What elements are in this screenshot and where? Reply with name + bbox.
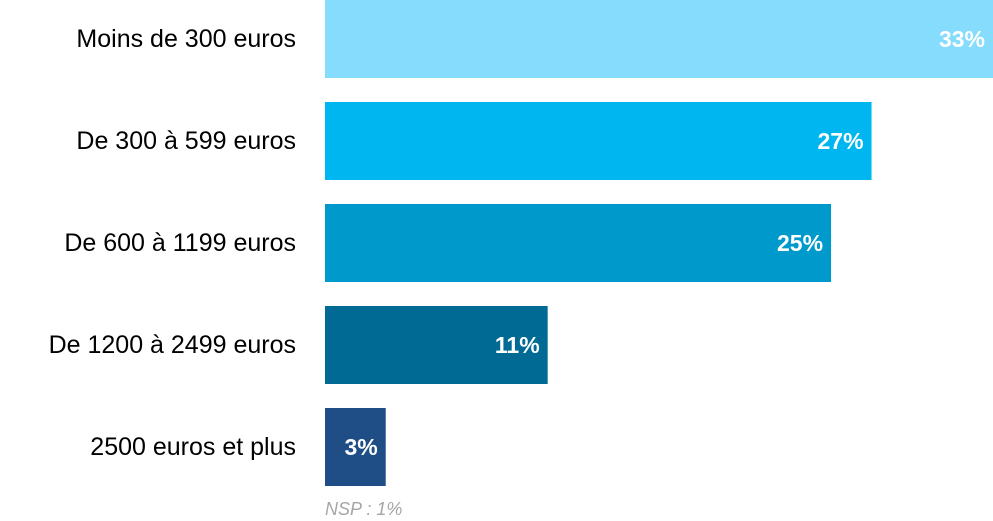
value-label-2: 27% xyxy=(817,128,863,154)
value-label-5: 3% xyxy=(344,434,377,460)
value-label-3: 25% xyxy=(777,230,823,256)
category-label-5: 2500 euros et plus xyxy=(90,433,296,461)
value-label-1: 33% xyxy=(939,26,985,52)
bar-5 xyxy=(325,408,386,486)
category-label-2: De 300 à 599 euros xyxy=(76,127,296,155)
category-label-1: Moins de 300 euros xyxy=(76,25,296,53)
bars-group: Moins de 300 euros 33% De 300 à 599 euros 2… xyxy=(49,0,993,486)
category-label-3: De 600 à 1199 euros xyxy=(64,229,296,257)
bar-1 xyxy=(325,0,993,78)
bar-2 xyxy=(325,102,872,180)
value-label-4: 11% xyxy=(495,332,540,358)
nsp-note: NSP : 1% xyxy=(325,499,402,519)
bar-3 xyxy=(325,204,832,282)
bar-4 xyxy=(325,306,548,384)
category-label-4: De 1200 à 2499 euros xyxy=(49,331,296,359)
